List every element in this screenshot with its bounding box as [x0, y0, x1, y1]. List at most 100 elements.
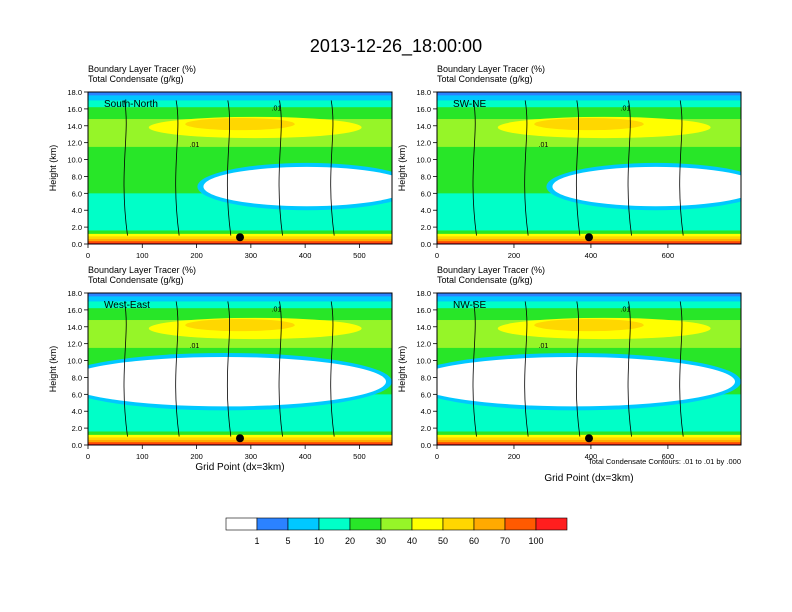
band-level-50 [534, 118, 644, 131]
panel-south-north: .01 .01 South-North Boundary Layer Tracer (… [48, 64, 393, 260]
x-tick-label: 200 [190, 251, 203, 260]
clear-air-region [88, 356, 386, 407]
colorbar-box [256, 517, 289, 531]
y-tick-label: 6.0 [72, 189, 82, 198]
x-tick-label: 300 [245, 251, 258, 260]
x-tick-label: 100 [136, 251, 149, 260]
colorbar-box [318, 517, 351, 531]
y-tick-label: 6.0 [72, 390, 82, 399]
contour-label: .01 [272, 307, 282, 314]
x-tick-label: 0 [86, 251, 90, 260]
contour-label: .01 [190, 343, 200, 350]
x-tick-label: 200 [508, 452, 521, 461]
y-axis-label: Height (km) [48, 346, 58, 393]
surface-band-9 [88, 442, 392, 445]
x-axis-label: Grid Point (dx=3km) [544, 473, 633, 484]
contour-field-label: Total Condensate (g/kg) [437, 275, 533, 285]
y-tick-label: 14.0 [416, 122, 431, 131]
contour-label: .01 [539, 142, 549, 149]
y-tick-label: 6.0 [421, 189, 431, 198]
plot-area [88, 92, 392, 244]
y-tick-label: 10.0 [416, 156, 431, 165]
panel-frame [436, 292, 742, 446]
colorbar-label: 20 [345, 536, 355, 546]
panel-name: NW-SE [453, 300, 486, 311]
y-tick-label: 8.0 [72, 373, 82, 382]
colorbar-box [535, 517, 568, 531]
x-tick-label: 400 [299, 452, 312, 461]
condensate-contour [330, 100, 335, 236]
contour-label: .01 [539, 343, 549, 350]
field-label: Boundary Layer Tracer (%) [88, 265, 196, 275]
y-tick-label: 0.0 [72, 240, 82, 249]
colorbar-box [225, 517, 258, 531]
panel-sw-ne: .01 .01 SW-NE Boundary Layer Tracer (%)Tota… [397, 64, 742, 260]
x-tick-label: 0 [435, 251, 439, 260]
x-tick-label: 600 [662, 452, 675, 461]
y-axis-label: Height (km) [397, 346, 407, 393]
y-tick-label: 10.0 [67, 156, 82, 165]
condensate-contour [175, 301, 180, 437]
y-tick-label: 0.0 [72, 441, 82, 450]
location-marker [585, 233, 593, 242]
surface-band-9 [437, 241, 741, 244]
contour-label: .01 [272, 106, 282, 113]
condensate-contour [524, 301, 529, 437]
field-label: Boundary Layer Tracer (%) [437, 265, 545, 275]
panel-name: South-North [104, 99, 158, 110]
x-tick-label: 400 [585, 251, 598, 260]
colorbar-box [380, 517, 413, 531]
x-tick-label: 500 [353, 251, 366, 260]
y-tick-label: 16.0 [416, 105, 431, 114]
panel-name: West-East [104, 300, 150, 311]
y-tick-label: 14.0 [416, 323, 431, 332]
condensate-contour [278, 100, 283, 236]
surface-band-10 [88, 443, 392, 445]
y-tick-label: 8.0 [421, 172, 431, 181]
x-tick-label: 0 [86, 452, 90, 461]
contour-note: Total Condensate Contours: .01 to .01 by… [588, 457, 741, 466]
band-level-50 [534, 319, 644, 332]
y-tick-label: 16.0 [416, 306, 431, 315]
y-tick-label: 2.0 [72, 223, 82, 232]
condensate-contour [278, 301, 283, 437]
y-axis-label: Height (km) [48, 145, 58, 192]
colorbar-box [504, 517, 537, 531]
y-tick-label: 10.0 [67, 357, 82, 366]
field-label: Boundary Layer Tracer (%) [437, 64, 545, 74]
y-tick-label: 2.0 [421, 223, 431, 232]
y-tick-label: 18.0 [416, 88, 431, 97]
condensate-contour [472, 301, 477, 437]
x-tick-label: 200 [508, 251, 521, 260]
colorbar-box [287, 517, 320, 531]
condensate-contour [575, 301, 581, 437]
plot-area [88, 293, 392, 445]
y-tick-label: 14.0 [67, 122, 82, 131]
colorbar-label: 50 [438, 536, 448, 546]
condensate-contour [627, 301, 632, 437]
y-tick-label: 4.0 [421, 407, 431, 416]
location-marker [236, 233, 244, 242]
y-tick-label: 8.0 [421, 373, 431, 382]
contour-label: .01 [621, 106, 631, 113]
y-tick-label: 4.0 [421, 206, 431, 215]
x-tick-label: 100 [136, 452, 149, 461]
condensate-contour [679, 100, 684, 236]
contour-field-label: Total Condensate (g/kg) [88, 275, 184, 285]
colorbar-label: 60 [469, 536, 479, 546]
y-tick-label: 18.0 [67, 289, 82, 298]
x-tick-label: 600 [662, 251, 675, 260]
location-marker [585, 434, 593, 443]
y-tick-label: 18.0 [416, 289, 431, 298]
colorbar-label: 100 [528, 536, 543, 546]
condensate-contour [524, 100, 529, 236]
surface-band-10 [437, 242, 741, 244]
surface-band-9 [437, 442, 741, 445]
x-tick-label: 400 [299, 251, 312, 260]
colorbar-label: 5 [285, 536, 290, 546]
condensate-contour [123, 100, 128, 236]
contour-label: .01 [190, 142, 200, 149]
panel-name: SW-NE [453, 99, 486, 110]
condensate-contour [226, 301, 232, 437]
y-tick-label: 6.0 [421, 390, 431, 399]
